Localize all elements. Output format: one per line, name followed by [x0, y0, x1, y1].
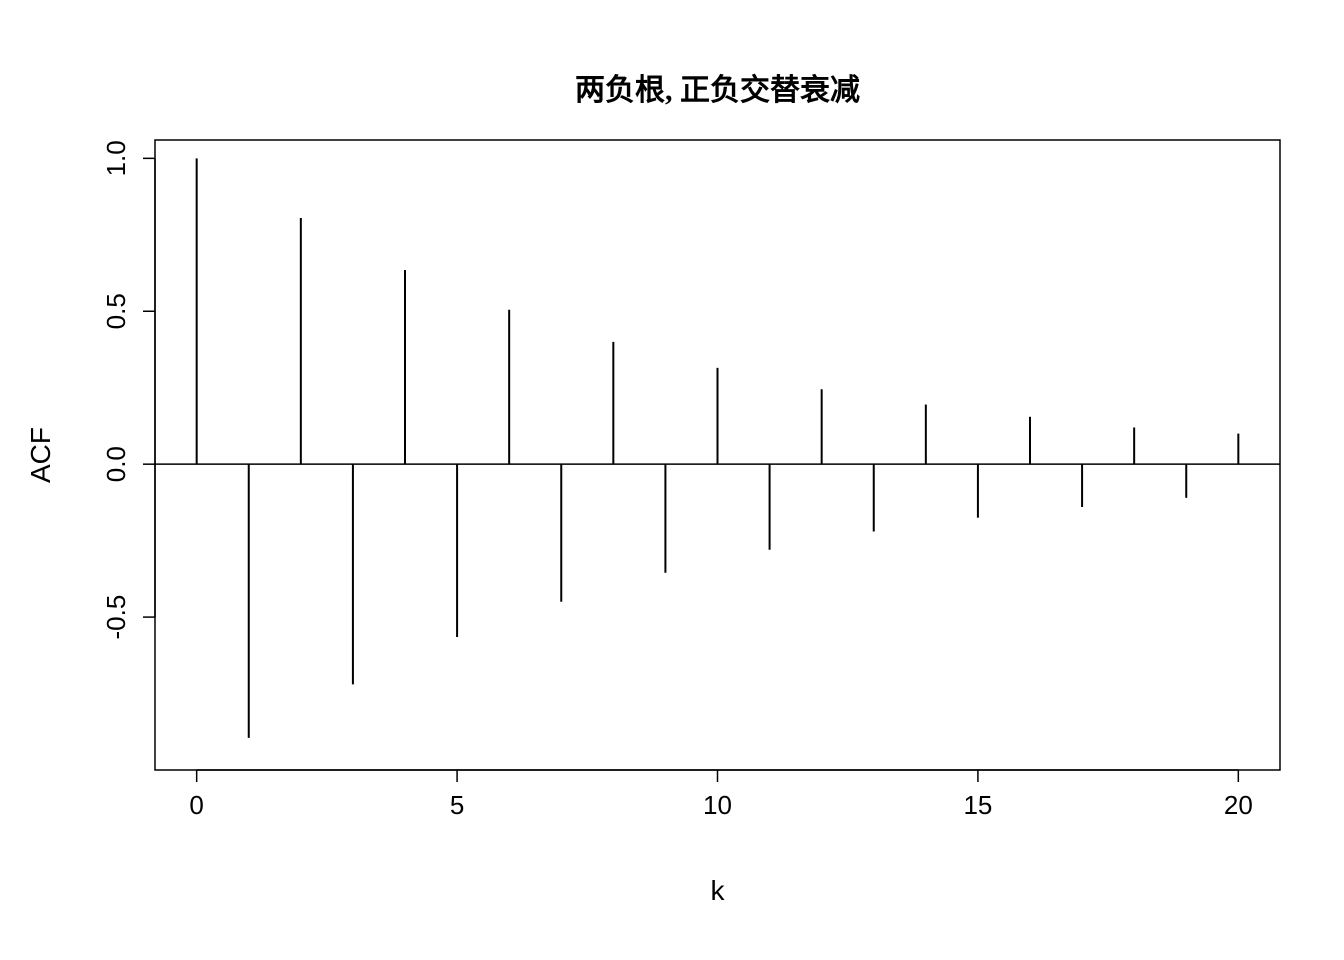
acf-chart: 两负根, 正负交替衰减 0 5 10 15 20 -0.5 0.0 0.5 1.0 k ACF [0, 0, 1344, 960]
x-tick-label: 15 [963, 790, 992, 820]
x-tick-label: 0 [189, 790, 203, 820]
chart-container: 两负根, 正负交替衰减 0 5 10 15 20 -0.5 0.0 0.5 1.0 k ACF [0, 0, 1344, 960]
y-tick-label: 0.5 [101, 293, 131, 329]
x-tick-label: 5 [450, 790, 464, 820]
y-tick-label: 1.0 [101, 140, 131, 176]
x-axis-label: k [711, 875, 726, 906]
y-tick-label: -0.5 [101, 595, 131, 640]
chart-title: 两负根, 正负交替衰减 [575, 73, 860, 107]
y-tick-label: 0.0 [101, 446, 131, 482]
y-axis-label: ACF [25, 427, 56, 483]
x-tick-label: 10 [703, 790, 732, 820]
x-tick-label: 20 [1224, 790, 1253, 820]
